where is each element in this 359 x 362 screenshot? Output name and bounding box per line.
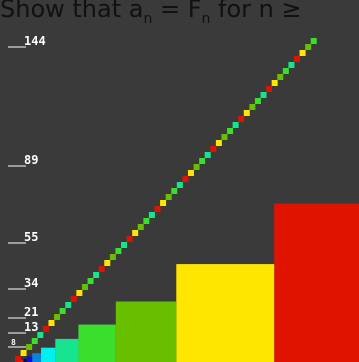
- diagonal-step: [54, 314, 61, 320]
- diagonal-step: [288, 62, 295, 68]
- diagonal-step: [243, 110, 250, 116]
- fibonacci-square-2: [21, 359, 24, 362]
- fibonacci-square-55: [115, 301, 177, 362]
- diagonal-step: [65, 302, 72, 308]
- title: Show that an = Fn for n ≥: [0, 0, 359, 27]
- diagonal-step: [193, 164, 200, 170]
- diagonal-step: [165, 194, 172, 200]
- diagonal-step: [37, 332, 44, 338]
- fibonacci-square-144: [274, 203, 359, 362]
- diagonal-step: [271, 80, 278, 86]
- diagonal-step: [121, 242, 128, 248]
- diagonal-step: [81, 284, 88, 290]
- diagonal-step: [282, 68, 289, 74]
- diagonal-step: [215, 140, 222, 146]
- diagonal-step: [294, 56, 300, 62]
- fibonacci-square-8: [32, 353, 41, 362]
- diagonal-step: [132, 230, 139, 236]
- fibonacci-square-13: [41, 347, 56, 362]
- diagonal-step: [182, 176, 189, 182]
- fibonacci-square-21: [55, 338, 79, 362]
- tick-label: 144: [24, 34, 46, 48]
- diagonal-step: [137, 224, 144, 230]
- tick-label: 21: [24, 305, 38, 319]
- diagonal-step: [254, 98, 261, 104]
- tick-label: 13: [24, 320, 38, 334]
- diagonal-step: [154, 206, 161, 212]
- diagonal-step: [160, 200, 167, 206]
- title-subscript-a: n: [143, 10, 153, 27]
- diagonal-step: [70, 296, 77, 302]
- diagonal-step: [238, 116, 245, 122]
- diagonal-step: [26, 344, 33, 350]
- diagonal-step: [171, 188, 178, 194]
- diagonal-step: [98, 266, 105, 272]
- tick-label: 55: [24, 230, 38, 244]
- diagonal-step: [31, 338, 38, 344]
- diagonal-step: [232, 122, 239, 128]
- tick-label: 89: [24, 153, 38, 167]
- diagonal-step: [148, 212, 155, 218]
- title-tail: for n ≥: [210, 0, 302, 23]
- diagonal-step: [199, 158, 206, 164]
- diagonal-step: [109, 254, 116, 260]
- diagonal-step: [204, 152, 211, 158]
- title-mid: = F: [152, 0, 202, 23]
- diagonal-step: [87, 278, 94, 284]
- diagonal-step: [115, 248, 122, 254]
- diagonal-step: [42, 326, 49, 332]
- diagonal-step: [15, 356, 21, 362]
- diagonal-step: [20, 350, 27, 356]
- diagonal-step: [176, 182, 183, 188]
- diagonal-step: [305, 44, 312, 50]
- diagonal-step: [277, 74, 284, 80]
- diagonal-step: [76, 290, 83, 296]
- diagonal-step: [126, 236, 133, 242]
- diagonal-step: [260, 92, 267, 98]
- diagonal-step: [221, 134, 228, 140]
- diagonal-step: [48, 320, 55, 326]
- fibonacci-squares: [15, 38, 359, 362]
- diagonal-step: [210, 146, 217, 152]
- diagonal-step: [310, 38, 317, 44]
- tick-label: 34: [24, 276, 38, 290]
- tick-label: 8: [11, 338, 16, 347]
- fibonacci-square-5: [26, 356, 33, 362]
- diagonal-step: [143, 218, 150, 224]
- diagonal-step: [266, 86, 273, 92]
- title-subscript-f: n: [201, 10, 211, 27]
- title-lead: Show that a: [0, 0, 144, 23]
- fibonacci-square-34: [78, 324, 116, 362]
- diagonal-step: [187, 170, 194, 176]
- diagonal-step: [249, 104, 256, 110]
- diagonal-step: [93, 272, 100, 278]
- diagonal-step: [299, 50, 306, 56]
- fibonacci-square-89: [176, 264, 275, 362]
- diagonal-step: [59, 308, 66, 314]
- diagonal-step: [104, 260, 111, 266]
- diagonal-step: [227, 128, 234, 134]
- fibonacci-square-3: [23, 358, 27, 362]
